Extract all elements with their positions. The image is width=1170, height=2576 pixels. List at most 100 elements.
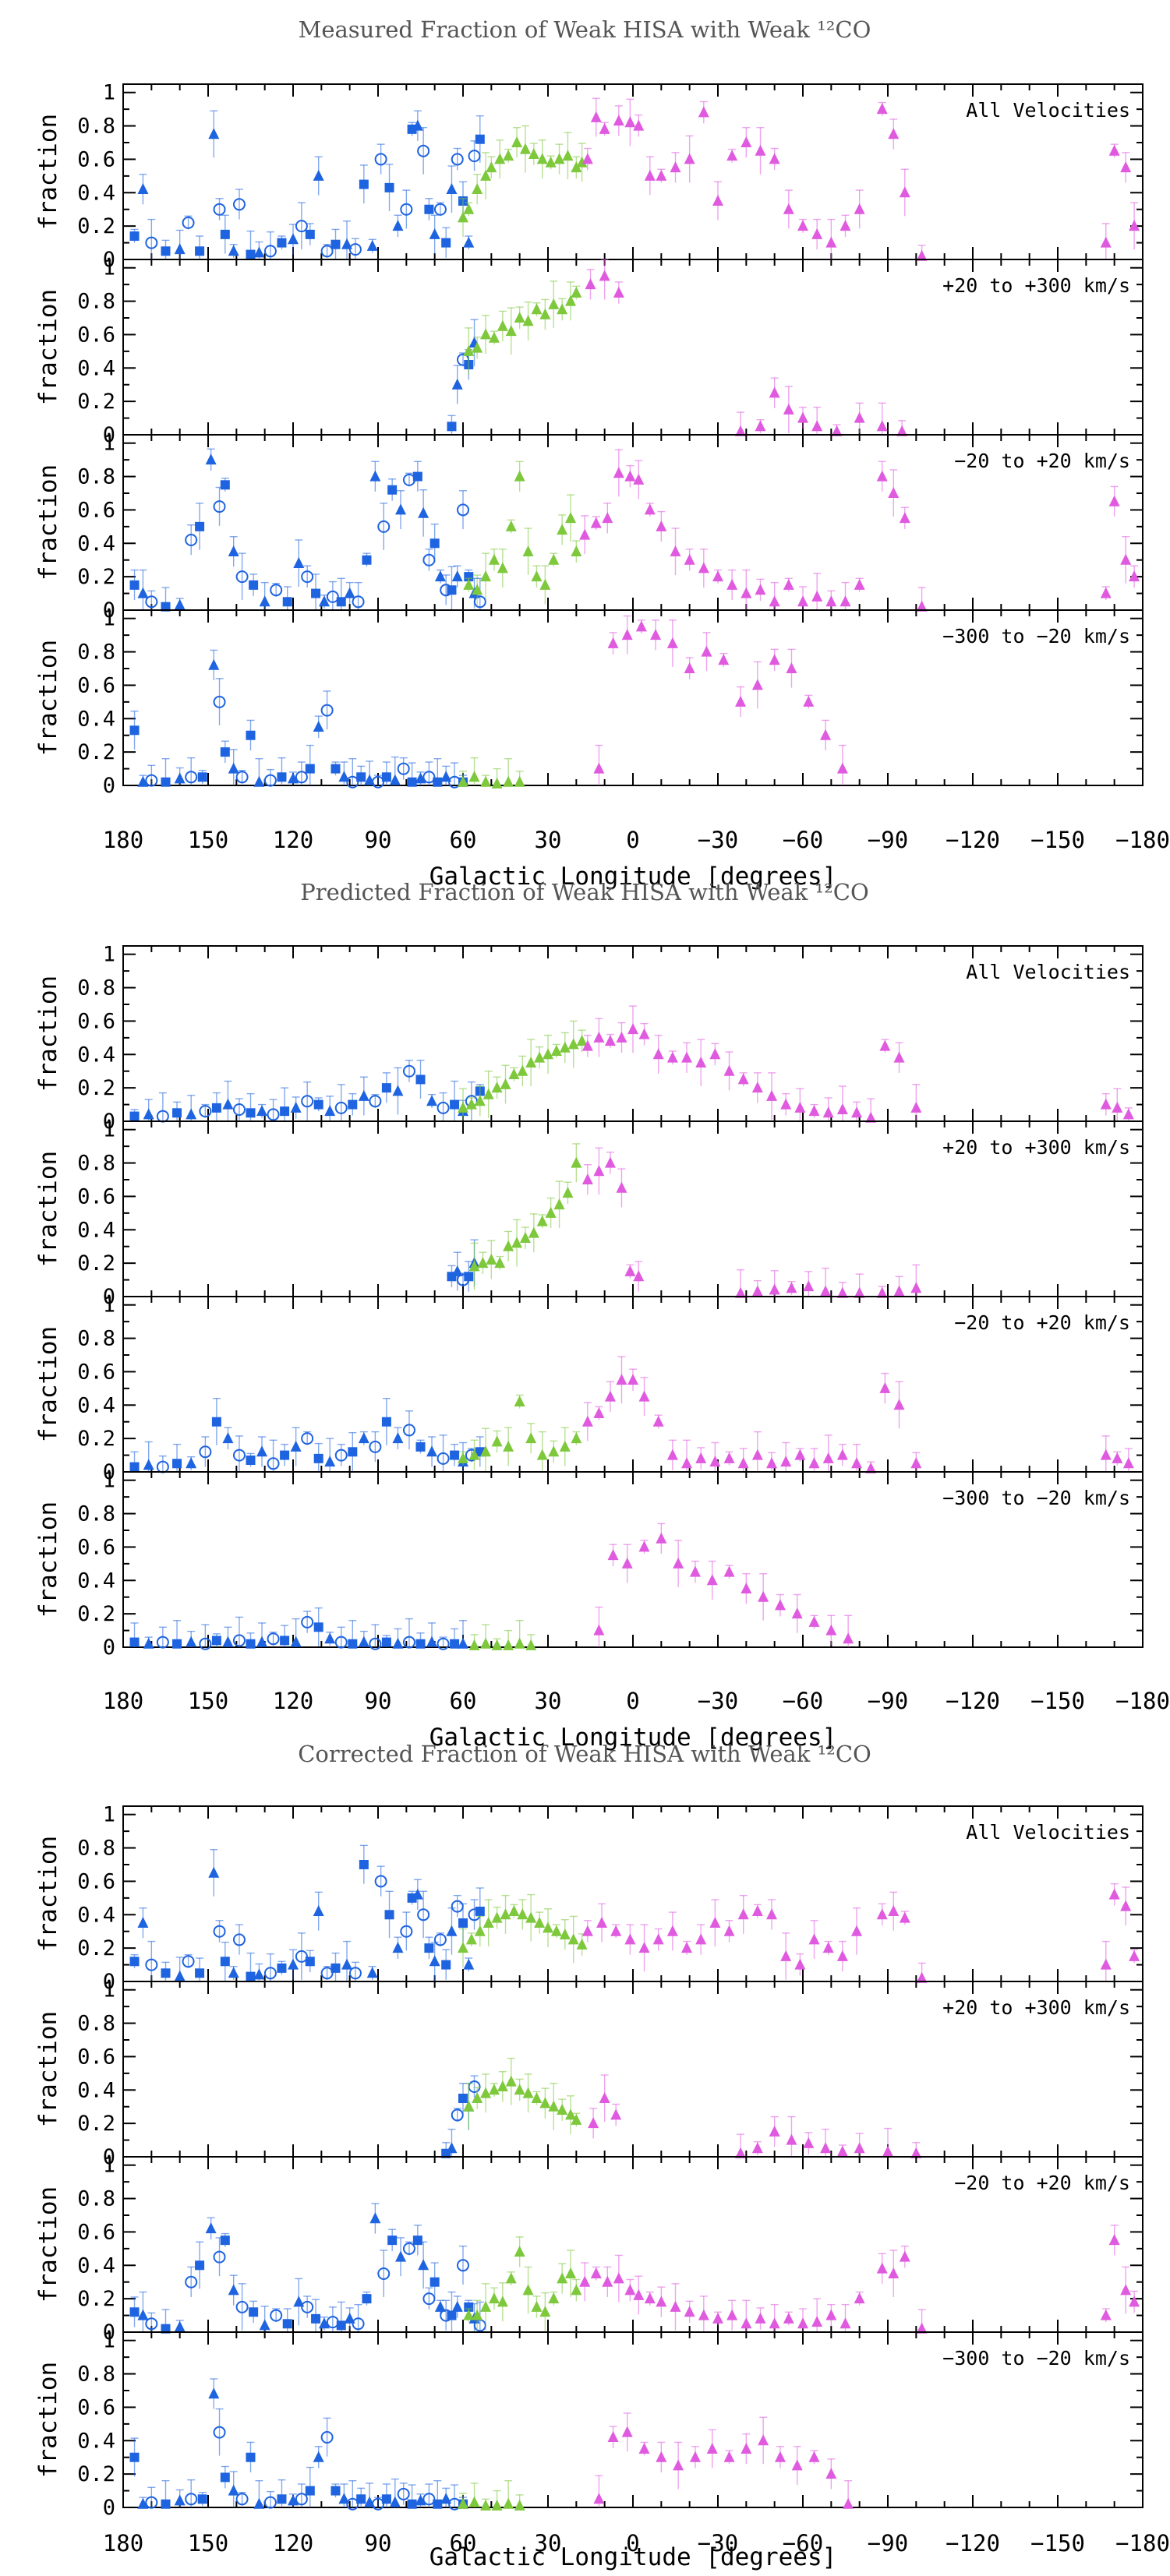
y-tick-label: 1: [103, 2154, 115, 2178]
data-point: [851, 1106, 863, 1118]
data-point: [458, 1101, 468, 1113]
data-point: [290, 1636, 302, 1647]
data-point: [571, 2113, 582, 2125]
y-tick-label: 0.6: [77, 323, 115, 347]
data-point: [397, 2487, 410, 2500]
data-point: [129, 2452, 140, 2462]
panel-label: +20 to +300 km/s: [942, 1136, 1130, 1159]
data-point: [916, 1971, 928, 1983]
data-point: [774, 1599, 786, 1611]
panel-3: 0 0.2 0.4 0.6 0.8 1 fraction −20 to +20 km/s: [34, 1293, 1143, 1484]
y-tick-label: 0.2: [77, 2287, 115, 2311]
data-point: [211, 1103, 221, 1113]
data-point: [831, 425, 843, 436]
x-tick-label: −150: [1030, 2530, 1085, 2557]
data-point: [559, 1440, 571, 1452]
data-point: [301, 1615, 314, 1629]
y-axis-label: fraction: [34, 289, 62, 405]
y-tick-label: 0.4: [77, 356, 115, 380]
data-point: [755, 2312, 766, 2324]
data-point: [232, 198, 246, 211]
data-point: [621, 2426, 633, 2437]
data-point: [161, 2499, 171, 2509]
y-tick-label: 0.4: [77, 1393, 115, 1417]
data-point: [514, 312, 525, 323]
data-point: [290, 1101, 302, 1113]
data-point: [440, 2493, 452, 2504]
data-point: [517, 1064, 528, 1076]
data-point: [494, 1257, 506, 1269]
data-point: [508, 1068, 520, 1079]
data-point: [797, 220, 808, 231]
data-point: [822, 1942, 834, 1953]
panel-label: −300 to −20 km/s: [942, 1487, 1130, 1509]
data-point: [808, 1933, 820, 1945]
data-point: [172, 1108, 182, 1118]
y-tick-label: 0: [103, 1636, 115, 1660]
x-tick-label: 0: [626, 1688, 639, 1714]
data-point: [384, 182, 394, 192]
data-point: [407, 2499, 417, 2509]
data-point: [263, 245, 277, 258]
data-point: [253, 2497, 265, 2509]
data-point: [571, 2284, 582, 2295]
x-tick-label: −120: [946, 827, 1000, 853]
data-point: [1108, 1888, 1120, 1900]
data-point: [616, 1031, 627, 1043]
data-point: [616, 1374, 627, 1385]
data-point: [590, 111, 602, 122]
data-point: [879, 1039, 891, 1051]
data-point: [559, 1928, 571, 1939]
x-tick-label: 30: [535, 1688, 562, 1714]
data-point: [232, 1933, 246, 1946]
data-point: [311, 2313, 321, 2324]
data-point: [565, 295, 577, 306]
data-point: [656, 1532, 667, 1544]
data-point: [267, 1457, 280, 1470]
data-point: [267, 1632, 280, 1646]
data-point: [808, 2451, 820, 2462]
x-tick-label: 0: [626, 827, 639, 853]
data-point: [539, 2306, 551, 2317]
data-point: [282, 2319, 292, 2329]
data-point: [808, 1105, 820, 1117]
data-point: [879, 1382, 891, 1393]
data-point: [741, 2317, 752, 2329]
data-point: [352, 595, 365, 609]
data-point: [366, 1967, 378, 1978]
data-point: [525, 1639, 537, 1650]
data-point: [1112, 1101, 1123, 1113]
y-tick-label: 0.8: [77, 1837, 115, 1861]
data-point: [381, 772, 391, 782]
data-point: [1100, 1958, 1112, 1970]
data-point: [543, 1921, 553, 1933]
data-point: [522, 2087, 534, 2098]
x-tick-label: −30: [698, 827, 738, 853]
data-point: [910, 1101, 922, 1113]
data-point: [352, 2317, 365, 2331]
data-point: [491, 777, 503, 789]
data-point: [888, 487, 900, 498]
data-point: [791, 2459, 803, 2471]
data-point: [706, 1574, 718, 1586]
data-point: [480, 570, 492, 582]
data-point: [562, 1187, 574, 1198]
data-point: [624, 470, 636, 482]
x-tick-label: 120: [273, 1688, 313, 1714]
data-point: [548, 553, 560, 565]
data-point: [145, 2496, 158, 2509]
data-point: [458, 1918, 468, 1928]
data-point: [348, 1447, 358, 1457]
data-point: [232, 1449, 246, 1462]
data-point: [766, 1089, 778, 1101]
x-tick-label: −30: [698, 1688, 738, 1714]
data-point: [457, 2259, 469, 2272]
data-point: [836, 1286, 848, 1298]
data-point: [415, 772, 426, 784]
data-point: [709, 1048, 721, 1060]
y-tick-label: 0.2: [77, 1427, 115, 1451]
data-point: [550, 1045, 562, 1056]
data-point: [491, 1911, 503, 1923]
data-point: [447, 585, 457, 595]
data-point: [709, 1456, 721, 1467]
